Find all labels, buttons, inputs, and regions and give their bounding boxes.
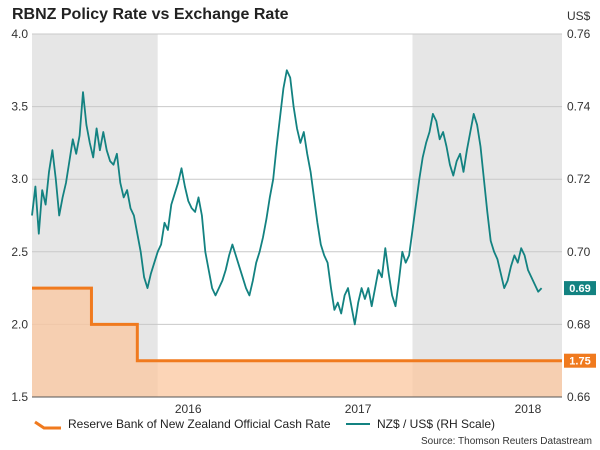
- left-tick-label-4: 3.5: [11, 100, 28, 114]
- left-tick-label-2: 2.5: [11, 245, 28, 259]
- left-tick-label-3: 3.0: [11, 172, 28, 186]
- legend-fx-swatch: [346, 423, 370, 425]
- legend-fx[interactable]: NZ$ / US$ (RH Scale): [345, 417, 495, 431]
- axes: 1.5 2.0 2.5 3.0 3.5 4.0 0.66 0.68 0.70 0.72 0.74 0.…: [11, 9, 590, 416]
- right-tick-label-2: 0.70: [567, 245, 591, 259]
- legend-fx-label: NZ$ / US$ (RH Scale): [377, 417, 496, 431]
- right-tick-label-4: 0.74: [567, 100, 591, 114]
- rate-series: [32, 286, 562, 397]
- fx-last-badge-label: 0.69: [569, 283, 590, 295]
- left-tick-label-5: 4.0: [11, 27, 28, 41]
- legend-rate-swatch: [34, 420, 61, 430]
- right-tick-label-5: 0.76: [567, 27, 591, 41]
- rate-area: [32, 288, 562, 397]
- source-note: Source: Thomson Reuters Datastream: [420, 436, 592, 447]
- fx-series: [31, 69, 543, 326]
- x-tick-label-2018: 2018: [515, 402, 542, 416]
- fx-line: [31, 69, 543, 326]
- legend-rate-label: Reserve Bank of New Zealand Official Cas…: [68, 417, 331, 431]
- rate-last-badge-bg: [564, 353, 596, 368]
- x-tick-label-2016: 2016: [175, 402, 202, 416]
- x-tick-label-2017: 2017: [345, 402, 372, 416]
- right-tick-label-1: 0.68: [567, 317, 591, 331]
- rate-last-badge-label: 1.75: [569, 356, 590, 368]
- rate-line: [32, 286, 562, 363]
- fx-last-badge-bg: [564, 281, 596, 296]
- legend-rate[interactable]: Reserve Bank of New Zealand Official Cas…: [34, 417, 331, 431]
- right-tick-label-3: 0.72: [567, 172, 591, 186]
- chart-title: RBNZ Policy Rate vs Exchange Rate: [12, 6, 289, 23]
- right-tick-label-0: 0.66: [567, 390, 591, 404]
- value-badges: 0.69 1.75: [564, 281, 596, 368]
- right-axis-label: US$: [567, 9, 591, 23]
- left-tick-label-1: 2.0: [11, 317, 28, 331]
- left-tick-label-0: 1.5: [11, 390, 28, 404]
